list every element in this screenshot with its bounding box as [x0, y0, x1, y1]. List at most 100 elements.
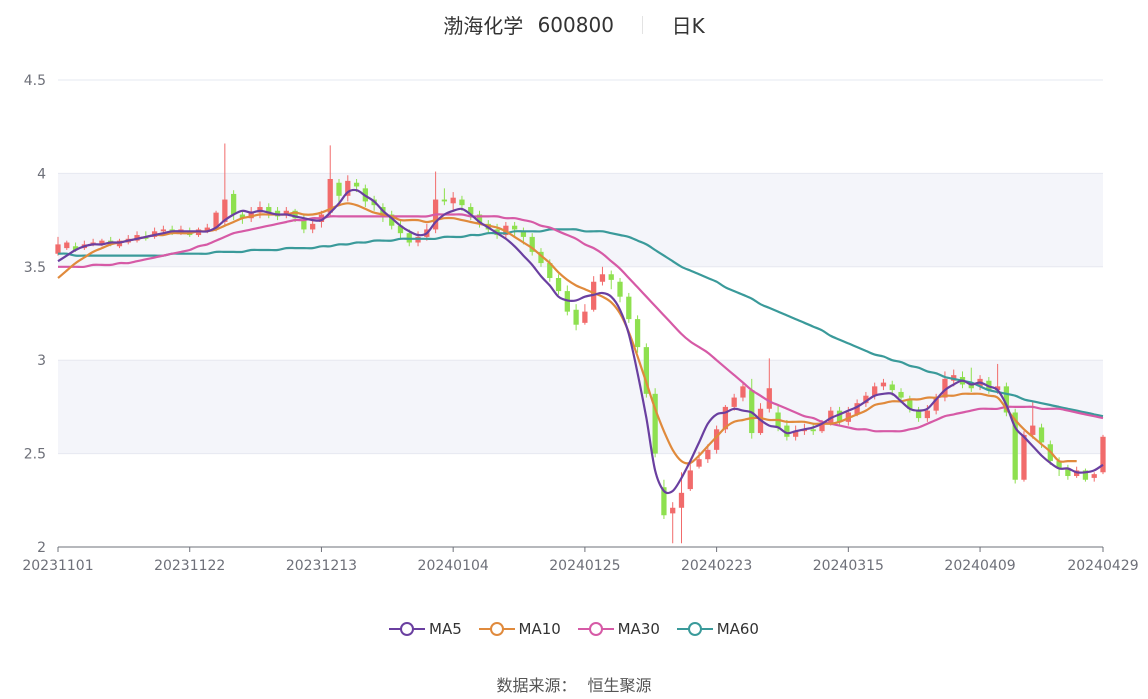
candle-body	[266, 207, 272, 213]
candle-body	[213, 212, 219, 230]
ma60-line	[57, 228, 1104, 418]
legend-label-ma5: MA5	[429, 620, 462, 638]
candle-body	[468, 207, 474, 215]
candle-body	[389, 214, 395, 226]
candlestick-chart: 2 2.5 3 3.5 4 4.5 20231101 20231122 20231213 2024…	[22, 73, 1138, 574]
candle-body	[573, 309, 579, 325]
candle-body	[740, 386, 746, 398]
legend-item-ma60[interactable]: MA60	[676, 620, 759, 638]
candle-body	[336, 182, 342, 196]
x-tick-label: 20231122	[154, 558, 225, 574]
period-label[interactable]: 日K	[671, 14, 705, 38]
chart-legend: MA5 MA10 MA30 MA60	[0, 620, 1148, 641]
ma5-legend-icon	[389, 622, 425, 636]
y-tick-label: 2.5	[24, 447, 46, 463]
legend-item-ma5[interactable]: MA5	[389, 620, 462, 638]
candle-body	[72, 246, 79, 250]
source-value: 恒生聚源	[587, 676, 652, 695]
candle-body	[784, 425, 790, 437]
x-tick-label: 20240125	[549, 558, 620, 574]
y-tick-label: 3.5	[24, 260, 46, 276]
candle-body	[520, 231, 527, 237]
ma5-line	[57, 188, 1104, 495]
legend-label-ma10: MA10	[518, 620, 561, 638]
candle-body	[652, 393, 658, 454]
legend-label-ma60: MA60	[716, 620, 759, 638]
candle-body	[459, 199, 465, 206]
candle-body	[310, 223, 316, 230]
legend-item-ma30[interactable]: MA30	[577, 620, 660, 638]
ma60-legend-icon	[676, 622, 713, 636]
candle-body	[626, 296, 632, 320]
candle-body	[968, 384, 974, 389]
chart-title: 渤海化学 600800 日K	[0, 10, 1148, 39]
candle-body	[678, 492, 685, 508]
y-tick-label: 3	[37, 353, 46, 369]
candle-body	[907, 399, 913, 409]
stock-code: 600800	[537, 12, 614, 37]
candle-body	[599, 274, 606, 282]
candle-body	[872, 386, 878, 396]
x-tick-label: 20240315	[813, 558, 884, 574]
candle-body	[283, 210, 289, 215]
candle-body	[239, 214, 246, 219]
candle-body	[713, 429, 720, 450]
candle-body	[1056, 461, 1062, 469]
candle-body	[582, 311, 588, 323]
candle-body	[1082, 470, 1089, 480]
candle-body	[705, 449, 711, 460]
candle-body	[722, 406, 729, 430]
candle-body	[1091, 474, 1097, 478]
candle-body	[99, 240, 105, 245]
candle-body	[994, 386, 1001, 391]
candle-body	[292, 210, 298, 219]
candle-body	[204, 227, 210, 232]
x-tick-label: 20240429	[1067, 558, 1138, 574]
x-tick-label: 20240104	[418, 558, 489, 574]
candle-body	[441, 199, 448, 202]
candle-body	[222, 199, 228, 222]
candle-body	[1100, 436, 1106, 473]
candle-body	[555, 278, 562, 292]
candle-body	[345, 180, 351, 196]
candle-body	[476, 214, 483, 224]
y-tick-label: 4	[37, 166, 46, 182]
candle-body	[854, 403, 860, 415]
candle-body	[793, 431, 799, 437]
candle-body	[1030, 425, 1036, 435]
candle-body	[766, 388, 772, 409]
candle-body	[1021, 434, 1027, 480]
ma10-line	[57, 202, 1077, 465]
candle-body	[696, 459, 702, 467]
legend-item-ma10[interactable]: MA10	[478, 620, 561, 638]
candle-body	[863, 395, 869, 404]
candle-body	[608, 274, 614, 280]
ma10-legend-icon	[478, 622, 515, 636]
stock-name: 渤海化学	[443, 14, 524, 38]
candle-body	[889, 384, 895, 391]
candle-body	[547, 263, 553, 279]
candle-body	[538, 251, 544, 264]
x-tick-label: 20231101	[22, 558, 93, 574]
x-tick-label: 20231213	[286, 558, 357, 574]
candle-body	[810, 429, 816, 432]
candle-body	[942, 378, 948, 398]
candle-body	[353, 182, 360, 187]
candle-body	[617, 281, 623, 297]
source-label: 数据来源：	[496, 676, 577, 695]
ma30-legend-icon	[577, 622, 614, 636]
candle-body	[55, 244, 61, 254]
legend-label-ma30: MA30	[617, 620, 660, 638]
x-tick-label: 20240223	[681, 558, 752, 574]
candle-body	[880, 382, 887, 387]
candle-body	[933, 397, 939, 411]
candle-body	[670, 507, 676, 514]
candle-body	[1012, 412, 1018, 480]
candle-body	[915, 410, 922, 419]
candle-body	[1003, 386, 1010, 413]
candle-body	[512, 225, 518, 230]
candle-body	[643, 347, 649, 394]
x-tick-label: 20240409	[944, 558, 1015, 574]
candle-body	[836, 410, 843, 422]
candle-body	[687, 470, 693, 490]
